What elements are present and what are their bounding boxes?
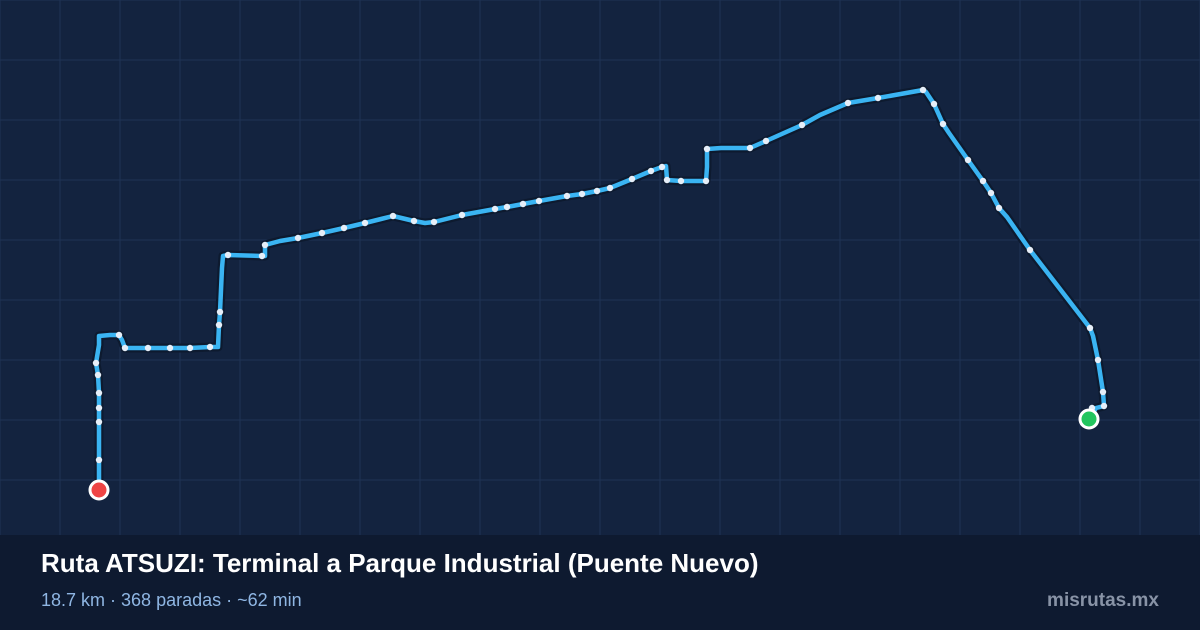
brand-logo[interactable]: misrutas.mx [1047, 590, 1159, 611]
bus-stop[interactable] [92, 359, 100, 367]
route-distance: 18.7 km [41, 590, 106, 610]
bus-stop[interactable] [410, 217, 418, 225]
route-map [0, 0, 1200, 535]
bus-stop[interactable] [995, 204, 1003, 212]
bus-stop[interactable] [458, 211, 466, 219]
bus-stop[interactable] [95, 404, 103, 412]
map-grid [0, 0, 1200, 535]
bus-stop[interactable] [703, 145, 711, 153]
bus-stop[interactable] [224, 251, 232, 259]
bus-stop[interactable] [95, 389, 103, 397]
bus-stop[interactable] [215, 321, 223, 329]
bus-stop[interactable] [115, 331, 123, 339]
bus-stop[interactable] [1086, 324, 1094, 332]
route-line [93, 87, 1107, 493]
bus-stop[interactable] [919, 86, 927, 94]
bus-stop[interactable] [844, 99, 852, 107]
bus-stop[interactable] [628, 175, 636, 183]
bus-stop[interactable] [503, 203, 511, 211]
bus-stop[interactable] [1100, 402, 1108, 410]
bus-stop[interactable] [964, 156, 972, 164]
bus-stop[interactable] [663, 176, 671, 184]
bus-stop[interactable] [261, 241, 269, 249]
map-canvas[interactable] [0, 0, 1200, 535]
route-duration: ~62 min [237, 590, 302, 610]
bus-stop[interactable] [94, 371, 102, 379]
bus-stop[interactable] [491, 205, 499, 213]
meta-separator: · [105, 590, 122, 610]
bus-stop[interactable] [206, 343, 214, 351]
bus-stop[interactable] [658, 163, 666, 171]
bus-stop[interactable] [340, 224, 348, 232]
bus-stop[interactable] [762, 137, 770, 145]
end-marker[interactable] [1078, 408, 1100, 430]
bus-stop[interactable] [216, 308, 224, 316]
bus-stop[interactable] [258, 252, 266, 260]
bus-stop[interactable] [1094, 356, 1102, 364]
start-marker[interactable] [88, 479, 110, 501]
bus-stop[interactable] [95, 456, 103, 464]
bus-stop[interactable] [389, 212, 397, 220]
bus-stop[interactable] [874, 94, 882, 102]
route-title: Ruta ATSUZI: Terminal a Parque Industria… [41, 548, 759, 578]
bus-stop[interactable] [702, 177, 710, 185]
route-layer [91, 85, 1109, 495]
bus-stop[interactable] [606, 184, 614, 192]
bus-stop[interactable] [166, 344, 174, 352]
bus-stop[interactable] [144, 344, 152, 352]
bus-stop[interactable] [318, 229, 326, 237]
bus-stop[interactable] [361, 219, 369, 227]
bus-stop[interactable] [593, 187, 601, 195]
bus-stop[interactable] [535, 197, 543, 205]
bus-stop[interactable] [95, 418, 103, 426]
bus-stop[interactable] [294, 234, 302, 242]
bus-stop[interactable] [987, 189, 995, 197]
route-stops: 368 paradas [121, 590, 222, 610]
bus-stop[interactable] [647, 167, 655, 175]
bus-stop[interactable] [798, 121, 806, 129]
bus-stop[interactable] [519, 200, 527, 208]
bus-stop[interactable] [939, 120, 947, 128]
meta-separator: · [221, 590, 238, 610]
route-info-footer [0, 535, 1200, 630]
bus-stop[interactable] [430, 218, 438, 226]
route-meta: 18.7 km · 368 paradas · ~62 min [41, 590, 302, 611]
stops-layer [92, 86, 1108, 464]
bus-stop[interactable] [1099, 388, 1107, 396]
bus-stop[interactable] [563, 192, 571, 200]
bus-stop[interactable] [578, 190, 586, 198]
bus-stop[interactable] [677, 177, 685, 185]
bus-stop[interactable] [186, 344, 194, 352]
bus-stop[interactable] [746, 144, 754, 152]
bus-stop[interactable] [121, 344, 129, 352]
bus-stop[interactable] [1026, 246, 1034, 254]
bus-stop[interactable] [979, 177, 987, 185]
bus-stop[interactable] [930, 100, 938, 108]
